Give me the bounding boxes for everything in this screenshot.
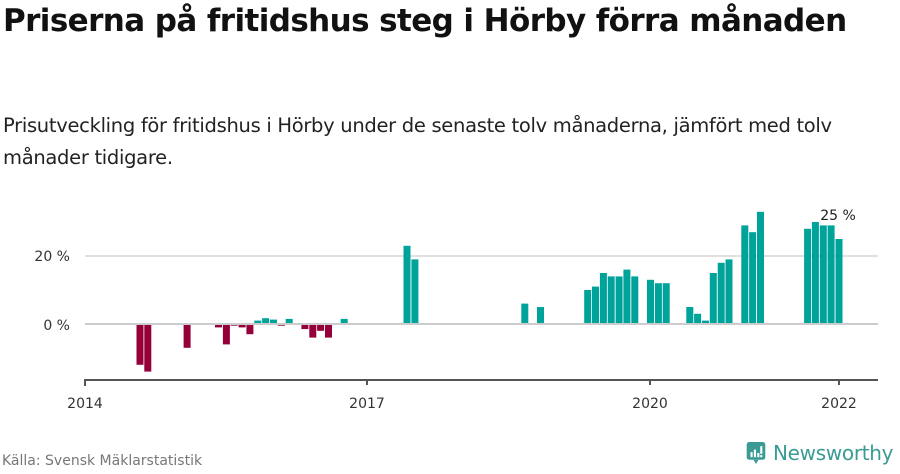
bar-2020-02: [654, 283, 662, 324]
bar-2020-07: [694, 313, 702, 324]
bar-2015-10: [246, 324, 254, 335]
bar-2021-03: [757, 211, 764, 324]
bar-2015-09: [238, 324, 246, 328]
bar-2019-09: [615, 276, 623, 324]
bar-2021-10: [811, 222, 819, 324]
bar-2017-06: [403, 245, 411, 324]
chart-canvas: 20 % 0 % 2014 2017 2020 2022 25 %: [34, 208, 878, 412]
y-tick-label-20: 20 %: [34, 249, 70, 265]
bars-group: [136, 211, 843, 372]
bar-2022-01: [835, 239, 843, 324]
bar-2021-11: [819, 225, 827, 324]
bar-2019-08: [607, 276, 615, 324]
bar-2021-12: [827, 225, 835, 324]
bar-2014-09: [144, 324, 152, 372]
bar-2014-08: [136, 324, 144, 365]
bar-2015-12: [262, 318, 270, 324]
bar-2016-03: [285, 318, 293, 324]
bar-2016-10: [340, 318, 348, 324]
y-tick-label-0: 0 %: [43, 318, 70, 334]
x-tick-label-2022: 2022: [821, 396, 857, 412]
chart-title: Priserna på fritidshus steg i Hörby förr…: [3, 3, 847, 39]
bar-2020-10: [717, 262, 725, 324]
bar-2020-03: [662, 283, 670, 324]
bar-2020-06: [686, 307, 694, 324]
bar-2016-05: [301, 324, 309, 330]
bar-2015-02: [183, 324, 191, 348]
bar-2019-11: [631, 276, 639, 324]
bar-2015-06: [215, 324, 222, 328]
bar-2020-11: [725, 259, 733, 324]
bar-2016-01: [270, 319, 277, 324]
newsworthy-logo-icon: [746, 442, 766, 464]
bar-2020-01: [647, 279, 654, 324]
bar-2018-09: [521, 303, 529, 324]
bar-2021-09: [804, 228, 812, 324]
bar-2015-07: [222, 324, 230, 345]
x-tick-label-2017: 2017: [349, 396, 385, 412]
bar-2015-11: [254, 320, 262, 324]
brand-name: Newsworthy: [773, 441, 894, 465]
bar-2019-10: [623, 269, 631, 324]
bar-2019-05: [584, 290, 592, 324]
bar-2021-01: [741, 225, 749, 324]
bar-2020-09: [709, 273, 717, 324]
bar-2019-07: [599, 273, 607, 324]
bar-2020-08: [702, 320, 709, 324]
bar-2019-06: [592, 286, 599, 324]
bar-2016-06: [309, 324, 317, 338]
x-tick-label-2020: 2020: [632, 396, 668, 412]
last-value-annotation: 25 %: [820, 208, 856, 224]
chart-subtitle: Prisutveckling för fritidshus i Hörby un…: [3, 114, 832, 169]
source-credit: Källa: Svensk Mäklarstatistik: [2, 453, 203, 469]
bar-chart: 20 % 0 % 2014 2017 2020 2022 25 %: [0, 190, 900, 425]
newsworthy-logo[interactable]: Newsworthy: [745, 441, 894, 465]
bar-2016-07: [317, 324, 325, 331]
bar-2017-07: [411, 259, 419, 324]
x-tick-label-2014: 2014: [67, 396, 103, 412]
bar-2018-11: [537, 307, 544, 324]
bar-2021-02: [749, 232, 757, 324]
bar-2016-08: [325, 324, 332, 338]
